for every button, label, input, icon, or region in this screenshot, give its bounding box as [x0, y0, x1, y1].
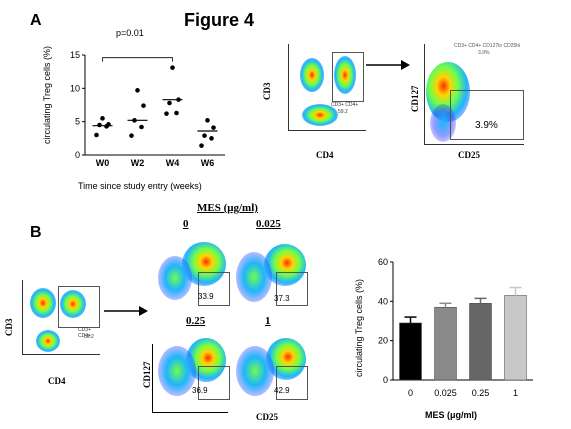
cd3-axis-label-b: CD3 — [4, 318, 14, 337]
treg-gate-header: CD3+ CD4+ CD127lo CD25hi — [454, 43, 521, 49]
gate-3 — [276, 366, 308, 400]
subpanel-3-label: 1 — [265, 315, 271, 327]
bar-y-tick-label: 60 — [378, 257, 388, 267]
cd127-axis-label-a: CD127 — [410, 85, 420, 113]
scatter-y-tick-label: 10 — [70, 83, 80, 93]
scatter-point — [132, 118, 137, 123]
scatter-point — [209, 136, 214, 141]
subpanel-2-value: 36.9 — [192, 386, 208, 395]
bar-y-tick-label: 20 — [378, 336, 388, 346]
cd127-axis-label-b: CD127 — [142, 361, 152, 389]
scatter-point — [205, 118, 210, 123]
scatter-point — [199, 143, 204, 148]
arrow-icon — [104, 306, 148, 316]
scatter-point — [97, 122, 102, 128]
scatter-point — [211, 125, 216, 130]
bar-x-tick-label: 0 — [408, 388, 413, 398]
scatter-y-tick-label: 5 — [75, 117, 80, 127]
treg-gate-value: 3.9% — [475, 120, 498, 131]
scatter-y-tick-label: 0 — [75, 150, 80, 160]
flow-subpanel-2: 36.9 — [156, 328, 232, 402]
bar-chart: 0 20 40 60 0 0.025 0.25 1 — [378, 257, 533, 398]
scatter-point — [139, 124, 144, 130]
bar-x-axis-label: MES (μg/ml) — [425, 410, 478, 420]
scatter-x-tick-label: W6 — [201, 158, 215, 168]
panel-a-letter: A — [30, 12, 42, 29]
pvalue-annotation: p=0.01 — [116, 28, 144, 38]
flow-subpanel-3: 42.9 — [234, 328, 310, 402]
figure-title: Figure 4 — [184, 10, 255, 30]
scatter-point — [100, 116, 105, 121]
gate-label: CD3+ CD4+ — [331, 102, 359, 108]
flow-subpanel-0: 33.9 — [156, 232, 232, 308]
subpanel-0-label: 0 — [183, 218, 189, 230]
gate-value: 59.2 — [338, 109, 348, 115]
grid-y-axis-line — [152, 344, 153, 412]
scatter-chart: 0 5 10 15 W0 W2 W4 W6 — [70, 50, 225, 168]
scatter-point — [167, 100, 172, 106]
scatter-point — [174, 110, 179, 116]
panel-b-letter: B — [30, 224, 42, 241]
scatter-point — [135, 88, 140, 93]
bar-x-tick-label: 1 — [513, 388, 518, 398]
scatter-x-tick-label: W4 — [166, 158, 180, 168]
bar — [434, 306, 457, 381]
bar — [504, 295, 527, 381]
bar-y-axis-label: circulating Treg cells (%) — [354, 278, 364, 378]
bar-x-tick-label: 0.025 — [434, 388, 457, 398]
subpanel-2-label: 0.25 — [186, 315, 206, 327]
scatter-point — [129, 133, 134, 138]
scatter-point — [202, 133, 207, 138]
gate-1 — [276, 272, 308, 306]
cd4-gate-b — [58, 286, 100, 328]
scatter-point — [94, 132, 99, 138]
bar — [469, 303, 492, 381]
mes-header: MES (μg/ml) — [197, 202, 258, 214]
cd4-gate — [332, 52, 364, 102]
flow-plot-cd3-cd4-a: CD3+ CD4+ 59.2 — [282, 40, 370, 132]
subpanel-0-value: 33.9 — [198, 292, 214, 301]
gate-value-b: 59.2 — [84, 334, 94, 340]
scatter-point — [170, 65, 175, 70]
treg-gate — [450, 90, 524, 140]
arrow-icon — [366, 60, 410, 70]
gate-2 — [198, 366, 230, 400]
scatter-x-tick-label: W0 — [96, 158, 110, 168]
gate-0 — [198, 272, 230, 306]
scatter-point — [164, 111, 169, 116]
cd3-axis-label-a: CD3 — [262, 82, 272, 101]
cd25-axis-label-a: CD25 — [458, 150, 480, 160]
gate-label-b: CD3+ CD4+ — [78, 327, 91, 339]
scatter-y-axis-label: circulating Treg cells (%) — [42, 45, 52, 145]
scatter-point — [141, 103, 146, 108]
scatter-point — [106, 122, 111, 127]
flow-subpanel-1: 37.3 — [234, 232, 310, 308]
subpanel-3-value: 42.9 — [274, 386, 290, 395]
scatter-x-tick-label: W2 — [131, 158, 145, 168]
bar-y-tick-label: 40 — [378, 296, 388, 306]
subpanel-1-value: 37.3 — [274, 294, 290, 303]
bar — [399, 322, 422, 381]
significance-bracket — [102, 57, 173, 62]
grid-x-axis-line — [152, 412, 228, 413]
cd4-axis-label-b: CD4 — [48, 376, 66, 386]
treg-gate-header-value: 3.9% — [478, 50, 490, 56]
cd4-axis-label-a: CD4 — [316, 150, 334, 160]
subpanel-1-label: 0.025 — [256, 218, 281, 230]
scatter-y-tick-label: 15 — [70, 50, 80, 60]
flow-plot-cd3-cd4-b: CD3+ CD4+ 59.2 — [18, 276, 102, 356]
scatter-x-axis-label: Time since study entry (weeks) — [78, 181, 202, 191]
bar-y-tick-label: 0 — [383, 375, 388, 385]
flow-plot-cd127-cd25-a: CD3+ CD4+ CD127lo CD25hi 3.9% 3.9% — [420, 40, 528, 148]
bar-x-tick-label: 0.25 — [472, 388, 490, 398]
cd25-axis-label-b: CD25 — [256, 412, 278, 422]
scatter-point — [176, 97, 181, 102]
